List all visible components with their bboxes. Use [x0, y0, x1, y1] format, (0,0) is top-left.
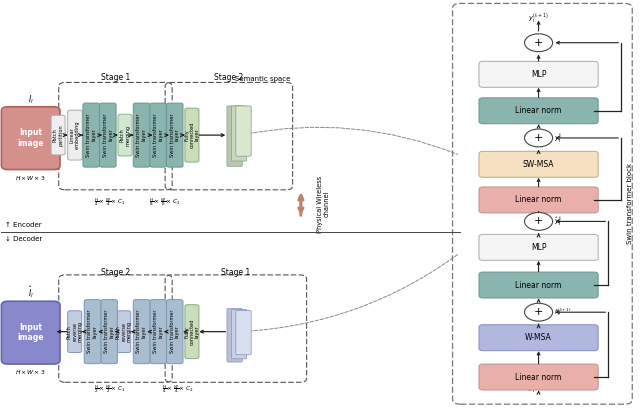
FancyBboxPatch shape: [116, 311, 131, 353]
Circle shape: [525, 303, 552, 321]
Text: W-MSA: W-MSA: [525, 333, 552, 342]
Text: ↓ Decoder: ↓ Decoder: [4, 236, 42, 242]
Text: Swin transformer
layer: Swin transformer layer: [136, 113, 147, 157]
Circle shape: [525, 213, 552, 231]
Text: $I_l$: $I_l$: [28, 93, 33, 106]
Text: Stage 1: Stage 1: [221, 268, 250, 277]
FancyBboxPatch shape: [185, 305, 199, 359]
Text: $H\times W\times 3$: $H\times W\times 3$: [15, 174, 46, 182]
FancyBboxPatch shape: [227, 308, 243, 362]
Text: SW-MSA: SW-MSA: [523, 160, 554, 169]
Text: $\frac{H}{2}\times\frac{W}{2}\times C_1$: $\frac{H}{2}\times\frac{W}{2}\times C_1$: [94, 383, 125, 395]
Text: Swin transformer
layer: Swin transformer layer: [86, 113, 97, 157]
FancyBboxPatch shape: [479, 234, 598, 260]
Circle shape: [525, 34, 552, 52]
FancyBboxPatch shape: [479, 187, 598, 213]
FancyBboxPatch shape: [479, 61, 598, 87]
FancyBboxPatch shape: [84, 299, 100, 364]
Text: Swin transformer
layer: Swin transformer layer: [87, 310, 98, 353]
Text: Swin transformer
layer: Swin transformer layer: [153, 310, 163, 353]
Text: ↑ Encoder: ↑ Encoder: [4, 222, 41, 228]
Text: Linear norm: Linear norm: [515, 195, 562, 204]
Text: Patch
merging: Patch merging: [120, 124, 130, 146]
FancyBboxPatch shape: [232, 106, 246, 161]
Text: Swin transformer
layer: Swin transformer layer: [170, 113, 180, 157]
Text: Swin transformer block: Swin transformer block: [627, 163, 633, 244]
Text: $\frac{H}{4}\times\frac{W}{4}\times C_2$: $\frac{H}{4}\times\frac{W}{4}\times C_2$: [162, 383, 193, 395]
FancyBboxPatch shape: [118, 114, 132, 156]
Text: +: +: [534, 38, 543, 48]
Text: $y_i^{(l_i+1)}$: $y_i^{(l_i+1)}$: [528, 11, 549, 26]
Text: Swin transformer
layer: Swin transformer layer: [153, 113, 163, 157]
Text: Stage 2: Stage 2: [101, 268, 130, 277]
Text: Swin transformer
layer: Swin transformer layer: [102, 113, 113, 157]
FancyBboxPatch shape: [68, 110, 83, 160]
Circle shape: [525, 129, 552, 147]
FancyBboxPatch shape: [479, 325, 598, 351]
FancyBboxPatch shape: [227, 106, 243, 166]
FancyBboxPatch shape: [100, 103, 116, 167]
Text: MLP: MLP: [531, 70, 547, 79]
Text: Physical Wireless
channel: Physical Wireless channel: [317, 175, 330, 233]
Text: $y_i^{(l_i-1)}$: $y_i^{(l_i-1)}$: [528, 382, 549, 397]
FancyBboxPatch shape: [232, 309, 246, 359]
Text: Patch
reverse
merging: Patch reverse merging: [67, 321, 83, 342]
Text: Patch
partition: Patch partition: [53, 124, 63, 146]
Text: Semantic space: Semantic space: [235, 75, 291, 82]
Text: Stage 1: Stage 1: [101, 73, 130, 82]
Text: Linear norm: Linear norm: [515, 106, 562, 115]
FancyBboxPatch shape: [479, 151, 598, 177]
FancyBboxPatch shape: [166, 103, 183, 167]
Text: Linear
embedding: Linear embedding: [70, 121, 80, 149]
Text: Linear norm: Linear norm: [515, 281, 562, 290]
FancyBboxPatch shape: [236, 310, 251, 355]
FancyBboxPatch shape: [166, 299, 183, 364]
Text: MLP: MLP: [531, 243, 547, 252]
FancyBboxPatch shape: [83, 103, 100, 167]
Text: Swin transformer
layer: Swin transformer layer: [136, 310, 147, 353]
FancyBboxPatch shape: [150, 299, 166, 364]
FancyBboxPatch shape: [479, 364, 598, 390]
FancyBboxPatch shape: [133, 299, 150, 364]
Text: $y_i^{l_i}$: $y_i^{l_i}$: [554, 131, 563, 145]
Text: Swin transformer
layer: Swin transformer layer: [170, 310, 180, 353]
FancyBboxPatch shape: [479, 98, 598, 124]
Text: Stage 2: Stage 2: [214, 73, 243, 82]
Text: Linear norm: Linear norm: [515, 373, 562, 381]
FancyBboxPatch shape: [1, 301, 60, 364]
Text: +: +: [534, 133, 543, 143]
Text: Patch
reverse
merging: Patch reverse merging: [116, 321, 132, 342]
FancyBboxPatch shape: [185, 108, 199, 162]
FancyBboxPatch shape: [236, 106, 251, 156]
Text: $H\times W\times 3$: $H\times W\times 3$: [15, 368, 46, 376]
Text: Fully
connected
layer: Fully connected layer: [184, 122, 200, 148]
FancyBboxPatch shape: [150, 103, 166, 167]
FancyBboxPatch shape: [1, 107, 60, 170]
Text: $\hat{y}_i^{l_i}$: $\hat{y}_i^{l_i}$: [554, 215, 563, 228]
Text: Input
image: Input image: [17, 129, 44, 148]
Text: +: +: [534, 307, 543, 317]
FancyBboxPatch shape: [479, 272, 598, 298]
Text: $\frac{H}{8}\times\frac{W}{8}\times C_2$: $\frac{H}{8}\times\frac{W}{8}\times C_2$: [150, 196, 181, 208]
Text: Swin transformer
layer: Swin transformer layer: [104, 310, 115, 353]
FancyBboxPatch shape: [100, 299, 117, 364]
Text: Fully
connected
layer: Fully connected layer: [184, 319, 200, 345]
Text: Input
image: Input image: [17, 323, 44, 342]
FancyBboxPatch shape: [133, 103, 150, 167]
Text: +: +: [534, 216, 543, 226]
Text: $\hat{I}_l$: $\hat{I}_l$: [28, 284, 34, 300]
Text: $\hat{p}_i^{(l_i+1)}$: $\hat{p}_i^{(l_i+1)}$: [554, 306, 572, 318]
FancyBboxPatch shape: [51, 115, 65, 155]
Text: $\frac{H}{4}\times\frac{W}{4}\times C_1$: $\frac{H}{4}\times\frac{W}{4}\times C_1$: [94, 196, 125, 208]
FancyBboxPatch shape: [68, 311, 82, 353]
